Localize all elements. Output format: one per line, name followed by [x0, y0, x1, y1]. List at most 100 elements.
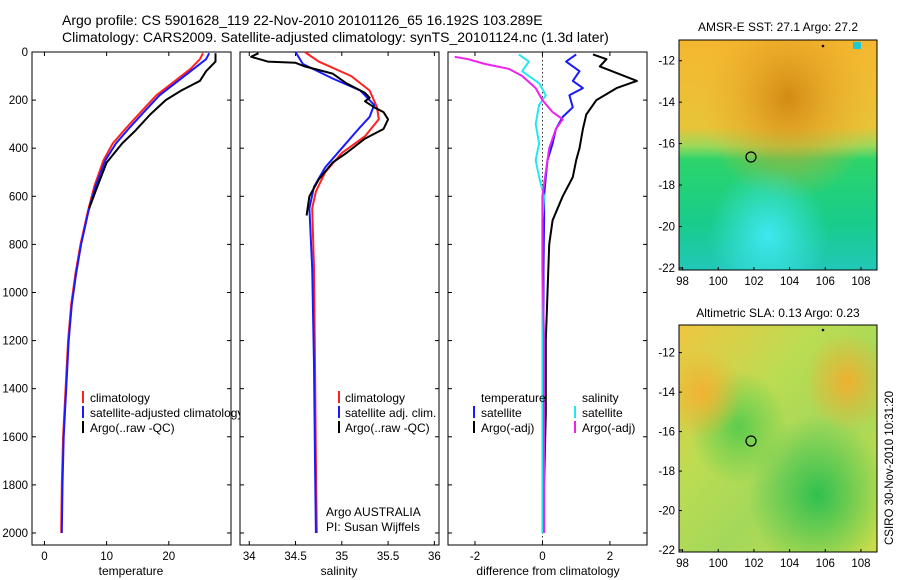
sla-map-frame: [678, 324, 878, 553]
figure-title-line2: Climatology: CARS2009. Satellite-adjuste…: [62, 29, 609, 45]
x-tick-label: 106: [816, 558, 835, 570]
x-tick-label: 100: [709, 558, 728, 570]
sst-map-frame: [678, 39, 878, 271]
difference-xlabel: difference from climatology: [476, 564, 619, 578]
y-tick-label: 1800: [2, 480, 28, 492]
x-tick-label: -2: [470, 551, 480, 563]
legend-label-temp-satellite: satellite: [481, 406, 522, 420]
y-tick-label: 0: [22, 47, 28, 59]
y-tick-label: 1000: [2, 287, 28, 299]
legend-label-temp-argo: Argo(-adj): [481, 421, 534, 435]
sla-map-y-ticks: -12 -14 -16 -18 -20 -22: [658, 348, 682, 557]
x-tick-label: 0: [539, 551, 545, 563]
argo-float-marker: [745, 151, 757, 163]
salinity-legend: climatology satellite adj. clim. Argo(..…: [338, 391, 436, 435]
legend-label-argo: Argo(..raw -QC): [345, 421, 430, 435]
sst-map-x-ticks: 98 100 102 104 106 108: [676, 267, 871, 288]
x-tick-label: 98: [676, 276, 689, 288]
x-tick-label: 2: [607, 551, 613, 563]
y-tick-label: 200: [9, 95, 28, 107]
series-line-argo-raw-qc: [250, 52, 390, 216]
x-tick-label: 108: [851, 276, 870, 288]
legend-label-satellite-adjusted: satellite-adjusted climatology: [90, 406, 243, 420]
salinity-x-ticks: 34 34.5 35 35.5 36: [240, 51, 441, 563]
sst-map-title: AMSR-E SST: 27.1 Argo: 27.2: [698, 20, 858, 34]
temperature-x-ticks: 0 10 20: [41, 52, 175, 563]
y-tick-label: -20: [658, 221, 675, 233]
island-dot: [821, 44, 825, 48]
x-tick-label: 102: [744, 276, 763, 288]
temperature-panel: 0 200 400 600 800 1000 1200 1400 1600 1800 2000 0 1…: [2, 47, 243, 578]
series-line-argo-raw-qc: [88, 53, 217, 209]
y-tick-label: -12: [658, 56, 675, 68]
sla-orange-patch-2: [679, 325, 877, 552]
salinity-xlabel: salinity: [321, 564, 358, 578]
y-tick-label: -14: [658, 97, 675, 109]
x-tick-label: 35.5: [377, 551, 399, 563]
legend-label-sal-satellite: satellite: [582, 406, 623, 420]
series-line-salinity-satellite: [518, 53, 547, 533]
y-tick-label: -18: [658, 180, 675, 192]
argo-pi-annotation: PI: Susan Wijffels: [326, 520, 420, 534]
difference-series: [454, 53, 638, 533]
x-tick-label: 10: [100, 551, 113, 563]
legend-label-sal-argo: Argo(-adj): [582, 421, 635, 435]
y-tick-label: 600: [9, 191, 28, 203]
x-tick-label: 34.5: [284, 551, 306, 563]
y-tick-label: -22: [658, 545, 675, 557]
y-tick-label: 1600: [2, 432, 28, 444]
temperature-legend: climatology satellite-adjusted climatolo…: [82, 391, 243, 435]
figure-title-line1: Argo profile: CS 5901628_119 22-Nov-2010…: [62, 12, 543, 28]
legend-title-temperature: temperature: [481, 391, 546, 405]
difference-legend: temperature satellite Argo(-adj) salinit…: [473, 391, 635, 435]
sla-map-x-ticks: 98 100 102 104 106 108: [676, 549, 871, 570]
y-tick-label: -20: [658, 506, 675, 518]
x-tick-label: 108: [851, 558, 870, 570]
difference-panel: -2 0 2 difference from climatology tempera…: [447, 51, 648, 578]
legend-title-salinity: salinity: [582, 391, 619, 405]
sst-map-panel: AMSR-E SST: 27.1 Argo: 27.2 -12 -14 -16 -18…: [658, 20, 878, 288]
x-tick-label: 20: [162, 551, 175, 563]
argo-float-marker: [745, 435, 757, 447]
y-tick-label: -22: [658, 263, 675, 275]
y-tick-label: 400: [9, 143, 28, 155]
series-line-temperature-argo-adj: [543, 53, 638, 533]
argo-program-annotation: Argo AUSTRALIA: [326, 505, 421, 519]
temperature-xlabel: temperature: [99, 564, 164, 578]
temperature-y-ticks: 0 200 400 600 800 1000 1200 1400 1600 1800 2000: [2, 47, 231, 540]
x-tick-label: 104: [780, 558, 800, 570]
salinity-series: [250, 51, 390, 534]
x-tick-label: 0: [41, 551, 47, 563]
y-tick-label: -14: [658, 387, 675, 399]
y-tick-label: -16: [658, 427, 675, 439]
x-tick-label: 35: [335, 551, 348, 563]
x-tick-label: 106: [816, 276, 835, 288]
sst-coast-patch: [853, 42, 861, 49]
x-tick-label: 98: [676, 558, 689, 570]
salinity-axes: [239, 51, 440, 546]
legend-label-argo: Argo(..raw -QC): [90, 421, 175, 435]
y-tick-label: 2000: [2, 528, 28, 540]
y-tick-label: 1200: [2, 336, 28, 348]
csiro-credit: CSIRO 30-Nov-2010 10:31:20: [884, 391, 896, 545]
island-dot: [821, 328, 825, 332]
y-tick-label: -18: [658, 466, 675, 478]
y-tick-label: -12: [658, 348, 675, 360]
legend-label-climatology: climatology: [90, 391, 150, 405]
x-tick-label: 36: [428, 551, 441, 563]
series-line-satellite-adjusted-climatology: [60, 52, 211, 534]
salinity-panel: 34 34.5 35 35.5 36 salinity climatology sate…: [239, 51, 441, 578]
series-line-salinity-argo-adj: [454, 55, 564, 533]
y-tick-label: -16: [658, 139, 675, 151]
legend-label-climatology: climatology: [345, 391, 405, 405]
sla-map-title: Altimetric SLA: 0.13 Argo: 0.23: [696, 306, 860, 320]
sst-cool-patch: [679, 40, 877, 270]
x-tick-label: 100: [709, 276, 728, 288]
x-tick-label: 102: [744, 558, 763, 570]
temperature-series: [60, 52, 217, 534]
y-tick-label: 1400: [2, 384, 28, 396]
difference-x-ticks: -2 0 2: [448, 51, 647, 563]
sst-map-y-ticks: -12 -14 -16 -18 -20 -22: [658, 56, 682, 275]
x-tick-label: 104: [780, 276, 800, 288]
